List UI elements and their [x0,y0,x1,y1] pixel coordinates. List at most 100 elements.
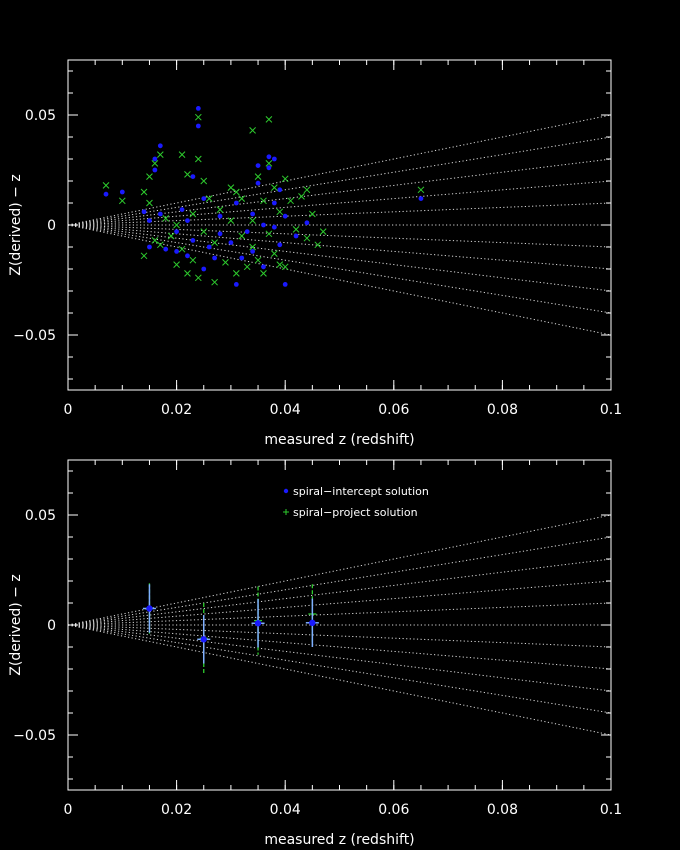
data-point-x [200,177,208,185]
x-mark-stroke [265,160,273,167]
data-point-dot [212,255,218,261]
x-mark-stroke [281,175,289,183]
data-point-dot [119,189,125,195]
x-mark-stroke [276,208,284,216]
x-mark-stroke [270,250,278,257]
fan-line-6 [67,624,612,648]
x-mark-stroke [184,171,191,178]
x-mark-stroke [249,127,256,134]
data-point-x [260,270,267,277]
data-point-x [254,256,262,264]
x-mark-stroke [184,270,191,277]
data-point-x [303,186,311,194]
x-mark-stroke [308,210,316,218]
x-mark-stroke [281,263,289,271]
bottom-x-axis-label: measured z (redshift) [264,832,414,848]
data-point-x [156,241,164,249]
data-point-dot [152,167,158,173]
x-tick-label: 0.04 [270,802,301,818]
x-mark-stroke [211,239,218,246]
x-mark-stroke [102,182,110,189]
data-point-x [249,217,256,224]
data-point-x [189,256,197,264]
bottom-legend: spiral−intercept solution spiral−project… [283,485,429,519]
data-point-dot [293,233,299,239]
x-mark-stroke [189,210,197,218]
x-mark-stroke [238,232,246,240]
x-mark-stroke [222,259,229,266]
data-point-x [140,188,148,196]
y-tick-label: 0.05 [25,508,56,524]
bottom-y-axis-label: Z(derived) − z [8,574,24,675]
data-point-dot [185,253,190,259]
data-point-x [270,250,278,257]
data-point-dot [271,200,277,206]
intercept-errorbar [197,615,211,664]
data-point-x [216,206,224,213]
fan-line-8 [67,624,612,692]
x-mark-stroke [319,228,327,235]
data-point-dot [255,163,261,169]
fan-line-4 [67,602,612,626]
x-mark-stroke [151,237,159,244]
data-point-dot [261,222,266,228]
x-mark-stroke [162,215,170,222]
data-point-x [276,261,284,268]
fan-line-2 [67,558,612,626]
data-point-dot [233,282,239,287]
data-point-x [276,208,284,216]
data-point-x [211,278,218,286]
data-point-x [260,197,267,205]
data-point-dot [147,244,152,250]
x-mark-stroke [167,232,175,240]
data-point-x [167,232,175,240]
fan-line-7 [67,224,612,270]
x-mark-stroke [178,151,186,158]
x-mark-stroke [151,160,159,167]
data-point-dot [174,249,180,254]
intercept-dot [200,636,207,643]
x-tick-label: 0.1 [600,802,622,818]
data-point-x [254,173,262,180]
data-point-x [319,228,327,235]
legend-project-symbol [283,509,289,515]
data-point-x [281,175,289,183]
data-point-x [238,195,246,202]
data-point-dot [255,180,261,186]
data-point-dot [282,282,288,287]
data-point-x [417,186,425,194]
top-y-axis-label: Z(derived) − z [8,174,24,275]
y-tick-label: 0.05 [25,108,56,124]
intercept-errorbar [251,599,265,648]
data-point-dot [271,224,277,230]
legend-intercept-label: spiral−intercept solution [293,485,429,498]
data-point-x [184,171,191,178]
data-point-dot [277,242,283,248]
intercept-dot [146,605,153,612]
data-point-dot [304,220,310,226]
x-mark-stroke [265,230,273,238]
intercept-dot [254,620,262,627]
data-point-dot [141,209,147,215]
fan-line-7 [67,624,612,670]
data-point-x [194,113,202,121]
x-mark-stroke [260,270,267,277]
x-mark-stroke [211,278,218,286]
data-point-dot [217,213,223,219]
y-tick-label: 0 [47,218,56,234]
data-point-x [184,270,191,277]
intercept-dot [309,619,316,626]
data-point-x [200,228,208,235]
data-point-dot [147,218,152,224]
data-point-x [287,197,294,205]
data-point-dot [250,211,256,217]
x-tick-label: 0.08 [487,402,518,418]
x-mark-stroke [194,155,202,163]
x-mark-stroke [303,186,311,194]
x-mark-stroke [194,113,202,121]
data-point-x [232,188,240,196]
x-mark-stroke [254,256,262,264]
x-mark-stroke [173,221,180,229]
data-point-dot [206,244,212,250]
